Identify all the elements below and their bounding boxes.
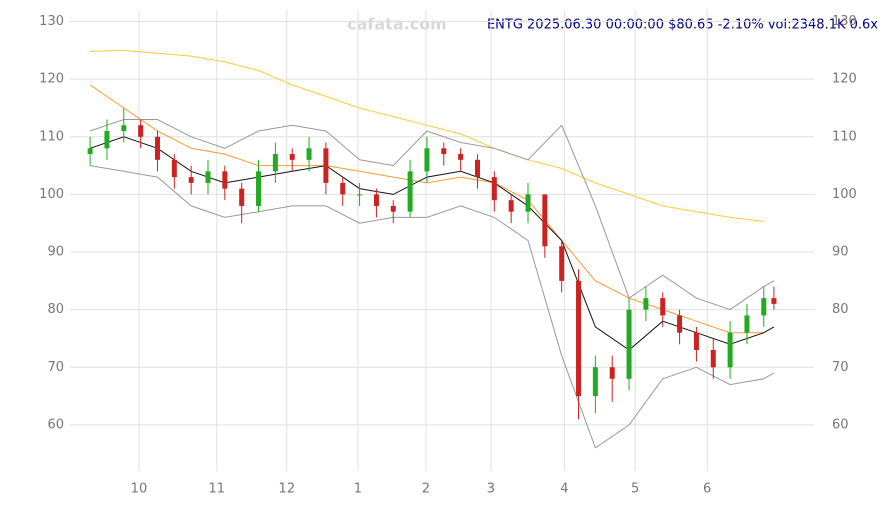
- x-tick-label: 6: [703, 482, 711, 497]
- candle-body: [744, 315, 750, 333]
- indicator-line: [89, 84, 764, 334]
- candle-body: [643, 298, 649, 310]
- candle-body: [559, 246, 565, 281]
- candle-body: [677, 315, 683, 333]
- candle-body: [256, 171, 262, 206]
- candle-body: [727, 332, 733, 368]
- x-tick-label: 3: [487, 482, 495, 497]
- indicator-line: [89, 136, 775, 351]
- y-tick-label: 80: [47, 302, 64, 317]
- candle-body: [576, 280, 582, 397]
- candle-body: [104, 131, 110, 149]
- candle-body: [390, 205, 396, 212]
- candle-body: [693, 332, 699, 350]
- y2-tick-label: 80: [832, 302, 849, 317]
- candle-body: [771, 298, 777, 304]
- candle-body: [458, 154, 464, 160]
- y2-tick-label: 70: [832, 360, 849, 375]
- candle-body: [508, 200, 514, 212]
- candle-body: [761, 298, 767, 316]
- candle-body: [660, 298, 666, 316]
- candle-body: [87, 148, 93, 155]
- chart-title: ENTG 2025.06.30 00:00:00 $80.65 -2.10% v…: [487, 18, 878, 33]
- candle-body: [323, 148, 329, 183]
- y-tick-label: 120: [39, 72, 64, 87]
- candle-body: [239, 188, 245, 206]
- candle-body: [289, 154, 295, 160]
- candle-body: [491, 177, 497, 201]
- candle-body: [357, 194, 363, 196]
- y-tick-label: 90: [47, 245, 64, 260]
- y-tick-label: 100: [39, 187, 64, 202]
- candle-body: [424, 148, 430, 172]
- y-tick-label: 110: [39, 129, 64, 144]
- y-tick-label: 60: [47, 417, 64, 432]
- candle-body: [373, 194, 379, 206]
- indicator-line: [90, 165, 775, 449]
- candle-body: [138, 125, 144, 137]
- x-tick-label: 4: [560, 482, 568, 497]
- x-tick-label: 11: [208, 482, 225, 497]
- candle-body: [525, 194, 531, 212]
- x-tick-label: 10: [131, 482, 148, 497]
- candle-body: [609, 367, 615, 379]
- y2-tick-label: 90: [832, 245, 849, 260]
- candle-body: [441, 148, 447, 155]
- y-tick-label: 70: [47, 360, 64, 375]
- indicator-line: [89, 119, 775, 311]
- candle-body: [121, 125, 127, 132]
- x-tick-label: 5: [631, 482, 639, 497]
- candle-body: [306, 148, 312, 160]
- y2-tick-label: 120: [832, 72, 857, 87]
- y2-tick-label: 130: [832, 14, 857, 29]
- candle-body: [154, 136, 160, 160]
- y-tick-label: 130: [39, 14, 64, 29]
- x-tick-label: 1: [354, 482, 362, 497]
- candle-body: [407, 171, 413, 212]
- candle-body: [592, 367, 598, 397]
- candle-body: [205, 171, 211, 183]
- candle-body: [188, 177, 194, 183]
- candle-body: [474, 159, 480, 178]
- y2-tick-label: 110: [832, 129, 857, 144]
- candle-body: [340, 182, 346, 195]
- candle-body: [171, 159, 177, 178]
- watermark: cafata.com: [347, 15, 447, 34]
- y2-tick-label: 60: [832, 417, 849, 432]
- candle-body: [272, 154, 278, 172]
- candle-body: [542, 194, 548, 247]
- candle-body: [222, 171, 228, 189]
- indicator-line: [90, 49, 764, 222]
- y2-tick-label: 100: [832, 187, 857, 202]
- x-tick-label: 12: [279, 482, 296, 497]
- candle-body: [710, 349, 716, 368]
- x-tick-label: 2: [422, 482, 430, 497]
- candle-body: [626, 309, 632, 379]
